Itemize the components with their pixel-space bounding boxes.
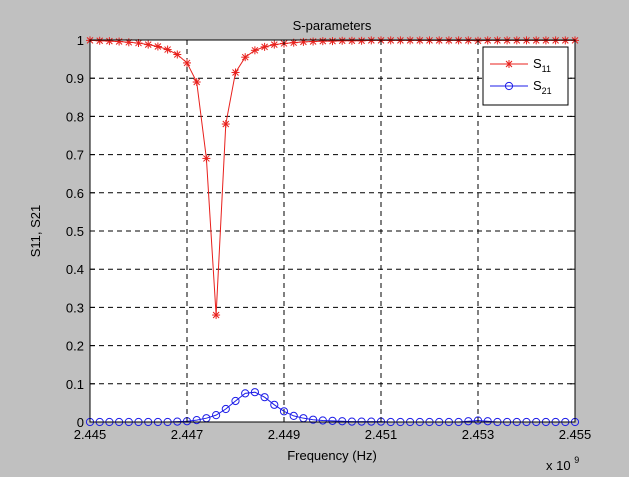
series-s11-point <box>309 37 318 46</box>
y-tick-label: 0.4 <box>66 262 84 277</box>
series-s11-point <box>105 37 114 46</box>
series-s11-point <box>95 36 104 45</box>
series-s21-point <box>464 417 473 426</box>
series-s11-point <box>270 40 279 49</box>
legend-item-s11-marker <box>505 60 513 68</box>
series-s21-point <box>483 417 492 426</box>
series-s11-point <box>124 38 133 47</box>
series-s21-point <box>192 415 201 425</box>
x-multiplier-base: x 10 <box>546 458 571 473</box>
y-tick-label: 0.2 <box>66 339 84 354</box>
y-tick-label: 0.9 <box>66 71 84 86</box>
series-s11-point <box>202 154 211 163</box>
series-s11-point <box>192 78 201 87</box>
series-s21-point <box>260 393 269 402</box>
series-s21-point <box>270 400 279 409</box>
series-s11-point <box>347 36 356 45</box>
legend-item-s21: S21 <box>490 78 552 96</box>
series-s11-point <box>134 39 143 48</box>
y-axis-label: S11, S21 <box>28 205 43 258</box>
series-s21-point <box>221 404 230 414</box>
y-tick-label: 1 <box>77 33 84 48</box>
y-tick-label: 0.8 <box>66 109 84 124</box>
y-tick-label: 0.1 <box>66 377 84 392</box>
x-tick-label: 2.445 <box>74 427 107 442</box>
x-tick-label: 2.447 <box>171 427 204 442</box>
y-tick-label: 0 <box>77 415 84 430</box>
legend-item-s11-label: S11 <box>533 56 551 74</box>
series-s11-point <box>115 37 124 46</box>
x-tick-label: 2.449 <box>268 427 301 442</box>
series-s21-point <box>241 389 250 398</box>
series-s11-point <box>231 68 240 77</box>
series-s21-point <box>309 415 318 424</box>
x-tick-label: 2.451 <box>365 427 398 442</box>
series-s21-point <box>231 396 240 406</box>
series-s11-point <box>328 37 337 46</box>
legend-box <box>482 46 569 106</box>
chart-title: S-parameters <box>293 18 372 33</box>
y-tick-label: 0.7 <box>66 148 84 163</box>
x-axis-multiplier: x 10 9 <box>546 455 579 473</box>
y-tick-label: 0.5 <box>66 224 84 239</box>
x-axis-label: Frequency (Hz) <box>287 448 377 463</box>
series-s11-point <box>289 38 298 47</box>
series-s11-point <box>144 40 153 49</box>
series-s11-point <box>260 42 269 51</box>
series-s11-point <box>299 37 308 46</box>
series-s21-point <box>250 388 259 397</box>
series-s11-point <box>241 53 250 62</box>
series-s21-point <box>212 411 221 420</box>
series-s11-point <box>212 311 221 320</box>
x-multiplier-exponent: 9 <box>574 455 579 465</box>
tick-layer: 2.445 2.447 2.449 2.451 2.453 2.455 0 0.1 0.2 0.3… <box>66 33 591 442</box>
series-s21-point <box>318 416 327 425</box>
x-tick-label: 2.455 <box>559 427 592 442</box>
series-s11-point <box>221 120 230 129</box>
series-s21-point <box>473 416 483 425</box>
series-s11-point <box>318 37 327 46</box>
series-s21-point <box>279 407 289 416</box>
series-s11-point <box>250 46 259 55</box>
x-tick-label: 2.453 <box>462 427 495 442</box>
legend-item-s11: S11 <box>490 56 551 74</box>
series-s11-point <box>173 50 182 59</box>
series-s21-point <box>328 416 337 425</box>
series-s21-point <box>289 411 298 420</box>
grid-lines <box>90 40 575 422</box>
series-s11-point <box>338 36 347 45</box>
y-tick-label: 0.3 <box>66 300 84 315</box>
series-s11-point <box>153 42 162 51</box>
series-s11-point <box>163 45 172 54</box>
series-s11-point <box>183 58 191 67</box>
series-s11-point <box>357 36 366 45</box>
series-s21-point <box>338 417 347 426</box>
y-tick-label: 0.6 <box>66 186 84 201</box>
legend-item-s21-marker <box>504 81 514 91</box>
legend-item-s21-label: S21 <box>533 78 552 96</box>
